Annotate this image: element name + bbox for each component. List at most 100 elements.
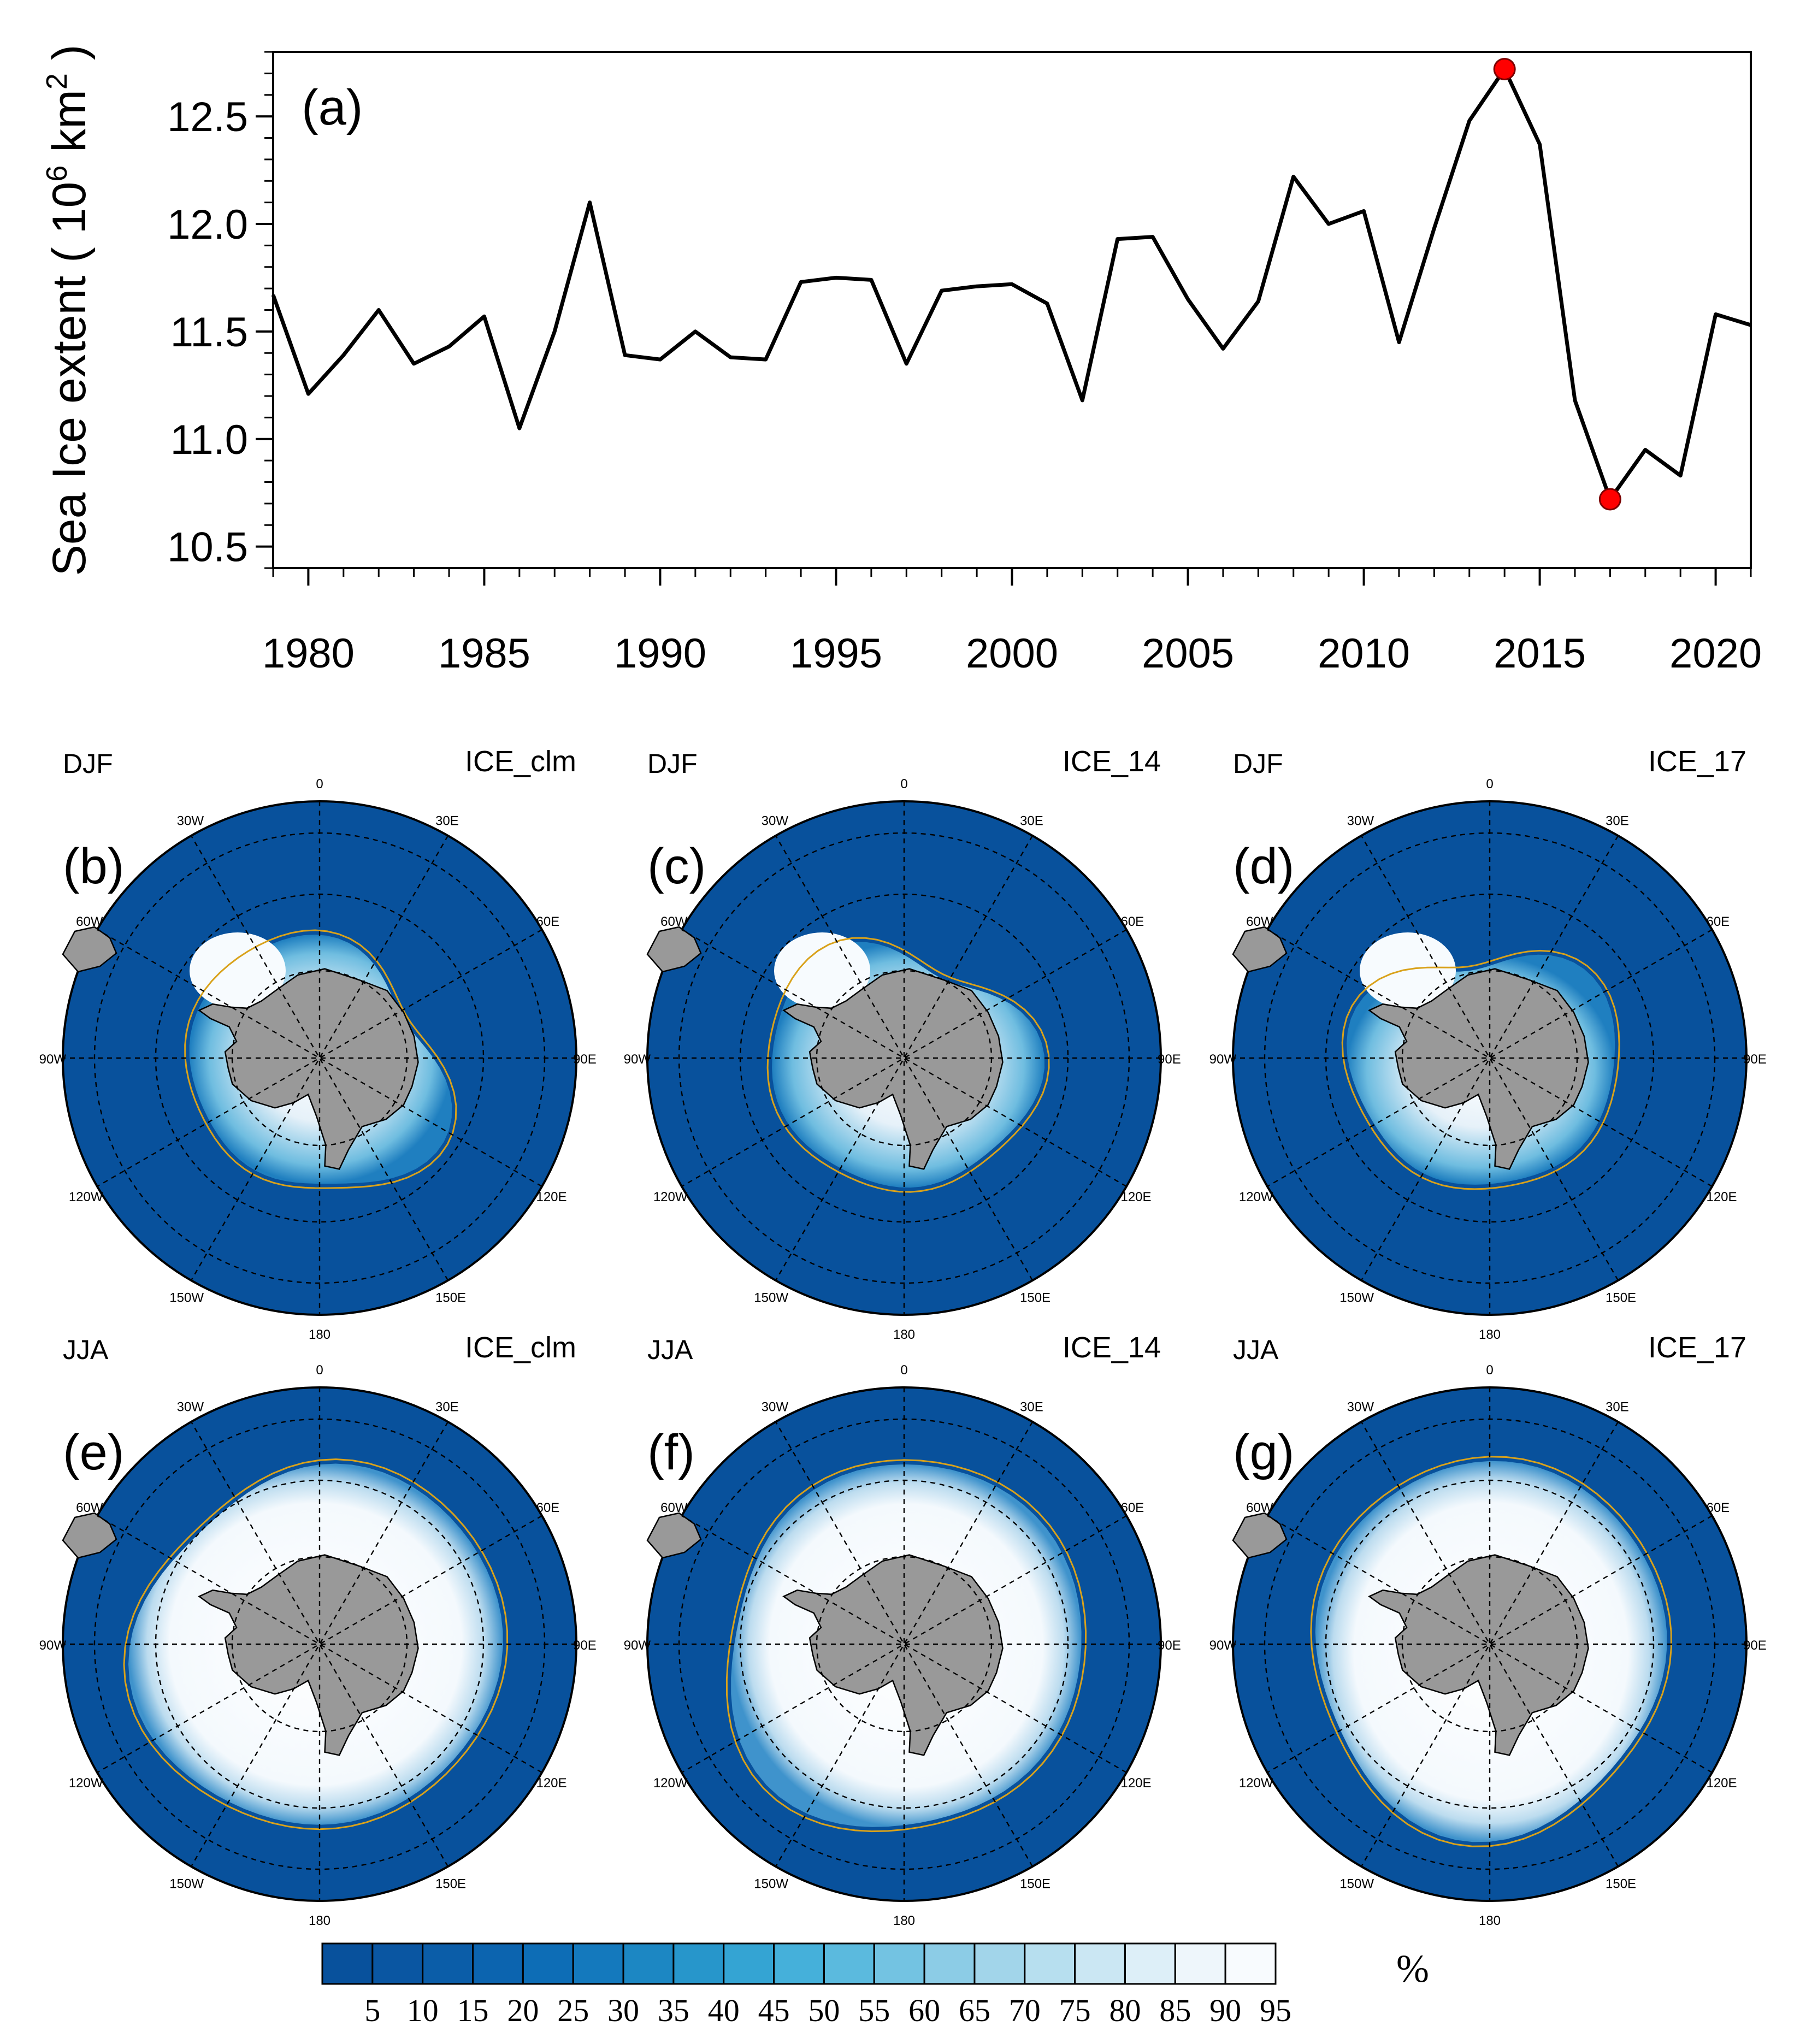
x-tick-label: 2015 xyxy=(1494,630,1586,677)
colorbar-box xyxy=(1224,1942,1277,1985)
longitude-label: 90W xyxy=(624,1638,651,1653)
longitude-label: 90W xyxy=(1209,1052,1237,1067)
ice-edge-contour xyxy=(1310,1456,1672,1847)
polar-maps: 0 30E 60E 90E 120E 150E 180 150W 120W 90W 60W 30W DJ… xyxy=(39,745,1767,1928)
polar-map-panel: 0 30E 60E 90E 120E 150E 180 150W 120W 90W 60W 30W DJ… xyxy=(1209,745,1767,1342)
x-tick-label: 1995 xyxy=(790,630,882,677)
longitude-label: 60W xyxy=(76,1500,103,1515)
meridian-line xyxy=(1267,1515,1713,1774)
longitude-label: 0 xyxy=(1486,777,1493,791)
x-tick-label: 2010 xyxy=(1318,630,1410,677)
case-label: ICE_14 xyxy=(1063,745,1161,778)
colorbar-level-label: 5 xyxy=(364,1993,380,2028)
case-label: ICE_17 xyxy=(1648,1331,1746,1364)
longitude-label: 60E xyxy=(1120,1500,1144,1515)
longitude-label: 0 xyxy=(900,777,907,791)
longitude-label: 90W xyxy=(1209,1638,1237,1653)
longitude-label: 0 xyxy=(316,1363,323,1378)
antarctica-land xyxy=(198,1554,419,1756)
longitude-label: 180 xyxy=(1479,1913,1501,1928)
longitude-label: 180 xyxy=(893,1913,915,1928)
colorbar-level-label: 95 xyxy=(1260,1993,1291,2028)
longitude-label: 120E xyxy=(536,1190,566,1204)
y-tick-label: 12.5 xyxy=(167,94,248,140)
extreme-point xyxy=(1598,488,1621,511)
panel-label: (g) xyxy=(1233,1425,1294,1480)
y-axis-title: Sea Ice extent ( 106 km2 ) xyxy=(40,44,96,576)
colorbar-box xyxy=(1174,1942,1226,1985)
antarctica-land xyxy=(782,968,1004,1170)
case-label: ICE_clm xyxy=(465,1331,576,1364)
longitude-label: 30W xyxy=(762,814,789,829)
longitude-label: 150E xyxy=(1606,1876,1636,1891)
south-america-land xyxy=(62,1512,117,1559)
meridian-line xyxy=(681,1515,1127,1774)
polar-map-panel: 0 30E 60E 90E 120E 150E 180 150W 120W 90W 60W 30W DJ… xyxy=(624,745,1181,1342)
colorbar-level-label: 75 xyxy=(1059,1993,1091,2028)
longitude-label: 90E xyxy=(1743,1638,1767,1653)
colorbar-level-label: 50 xyxy=(808,1993,840,2028)
colorbar-level-label: 55 xyxy=(858,1993,890,2028)
longitude-label: 90E xyxy=(1158,1052,1181,1067)
longitude-label: 0 xyxy=(316,777,323,791)
longitude-label: 60W xyxy=(1246,914,1273,929)
south-america-land xyxy=(1232,926,1288,973)
colorbar-box xyxy=(873,1942,925,1985)
longitude-label: 120W xyxy=(653,1190,688,1204)
longitude-label: 90E xyxy=(1158,1638,1181,1653)
south-america-land xyxy=(646,1512,702,1559)
colorbar-box xyxy=(1124,1942,1176,1985)
x-tick-label: 1980 xyxy=(262,630,355,677)
meridian-line xyxy=(775,1421,1034,1867)
colorbar-level-label: 90 xyxy=(1209,1993,1241,2028)
longitude-label: 150W xyxy=(754,1876,788,1891)
colorbar-labels: 5 10 15 20 25 30 35 40 45 50 55 60 65 70 75 80 85 90 95 xyxy=(364,1993,1291,2028)
longitude-label: 150E xyxy=(435,1290,466,1305)
season-label: DJF xyxy=(647,748,698,779)
longitude-label: 120W xyxy=(1239,1190,1273,1204)
x-axis-ticks: 1980 1985 1990 1995 2000 2005 2010 2015 2020 xyxy=(262,568,1762,677)
colorbar-boxes xyxy=(321,1942,1277,1985)
longitude-label: 150E xyxy=(1606,1290,1636,1305)
colorbar-box xyxy=(923,1942,976,1985)
ice-edge-contour xyxy=(123,1458,509,1830)
longitude-label: 180 xyxy=(309,1913,331,1928)
meridian-line xyxy=(681,1515,1127,1774)
longitude-label: 60E xyxy=(1706,1500,1730,1515)
ice-edge-contour xyxy=(725,1459,1087,1833)
colorbar-box xyxy=(321,1942,374,1985)
weddell-sea-ice xyxy=(190,932,286,1009)
longitude-label: 90W xyxy=(39,1638,67,1653)
case-label: ICE_14 xyxy=(1063,1331,1161,1364)
meridian-line xyxy=(97,1515,542,1774)
meridian-line xyxy=(775,835,1034,1281)
meridian-line xyxy=(775,1421,1034,1867)
x-tick-label: 2020 xyxy=(1669,630,1762,677)
y-tick-label: 10.5 xyxy=(167,524,248,571)
polar-map-panel: 0 30E 60E 90E 120E 150E 180 150W 120W 90W 60W 30W DJ… xyxy=(39,745,597,1342)
longitude-label: 60W xyxy=(76,914,103,929)
meridian-line xyxy=(775,835,1034,1281)
meridian-line xyxy=(1360,835,1619,1281)
x-tick-label: 1985 xyxy=(438,630,530,677)
antarctica-land xyxy=(1368,1554,1589,1756)
longitude-label: 90E xyxy=(573,1052,597,1067)
meridian-line xyxy=(1267,1515,1713,1774)
south-america-land xyxy=(1232,1512,1288,1559)
longitude-label: 120E xyxy=(1120,1190,1151,1204)
longitude-label: 60E xyxy=(1120,914,1144,929)
longitude-label: 120W xyxy=(1239,1776,1273,1791)
longitude-label: 30E xyxy=(1020,814,1043,829)
longitude-label: 60W xyxy=(1246,1500,1273,1515)
longitude-label: 120E xyxy=(536,1776,566,1791)
longitude-label: 120W xyxy=(69,1190,103,1204)
season-label: JJA xyxy=(647,1334,693,1365)
ice-edge-contour xyxy=(1341,949,1620,1190)
meridian-line xyxy=(97,929,542,1188)
longitude-label: 120E xyxy=(1706,1190,1737,1204)
longitude-label: 150W xyxy=(1339,1290,1374,1305)
colorbar-box xyxy=(622,1942,675,1985)
meridian-line xyxy=(190,835,449,1281)
longitude-label: 180 xyxy=(1479,1327,1501,1342)
